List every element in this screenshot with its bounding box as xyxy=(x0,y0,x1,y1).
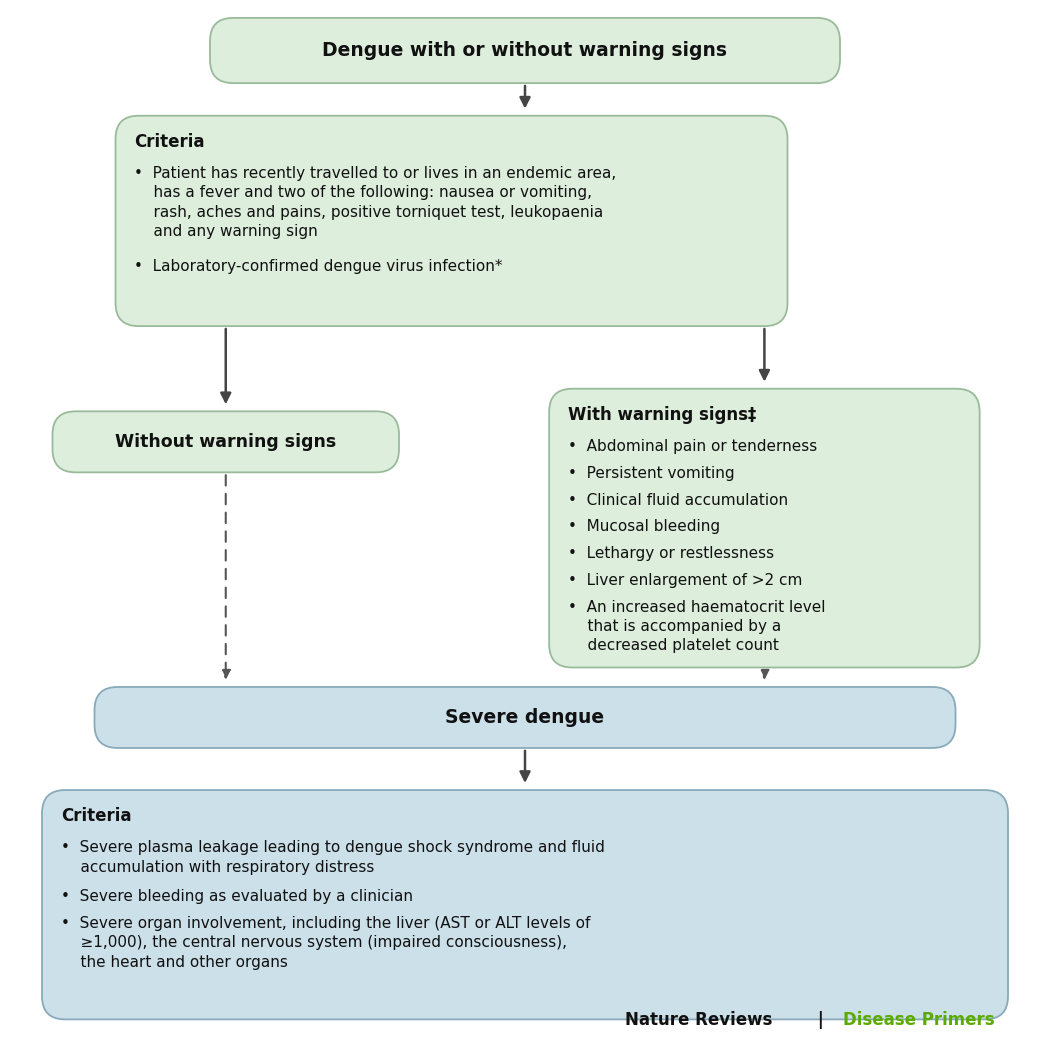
Text: Dengue with or without warning signs: Dengue with or without warning signs xyxy=(322,41,728,60)
FancyBboxPatch shape xyxy=(52,411,399,472)
Text: •  Severe bleeding as evaluated by a clinician: • Severe bleeding as evaluated by a clin… xyxy=(61,889,413,905)
Text: Nature Reviews: Nature Reviews xyxy=(625,1011,772,1029)
Text: •  Clinical fluid accumulation: • Clinical fluid accumulation xyxy=(568,492,789,508)
Text: •  Abdominal pain or tenderness: • Abdominal pain or tenderness xyxy=(568,439,817,454)
FancyBboxPatch shape xyxy=(42,790,1008,1019)
Text: •  Lethargy or restlessness: • Lethargy or restlessness xyxy=(568,546,774,561)
Text: •  Persistent vomiting: • Persistent vomiting xyxy=(568,466,735,481)
Text: •  Laboratory-confirmed dengue virus infection*: • Laboratory-confirmed dengue virus infe… xyxy=(134,260,503,275)
Text: Criteria: Criteria xyxy=(61,807,131,825)
Text: Criteria: Criteria xyxy=(134,133,205,150)
Text: Severe dengue: Severe dengue xyxy=(445,708,605,727)
FancyBboxPatch shape xyxy=(94,687,956,748)
Text: Disease Primers: Disease Primers xyxy=(843,1011,994,1029)
FancyBboxPatch shape xyxy=(210,18,840,83)
Text: •  Liver enlargement of >2 cm: • Liver enlargement of >2 cm xyxy=(568,573,802,588)
Text: •  An increased haematocrit level
    that is accompanied by a
    decreased pla: • An increased haematocrit level that is… xyxy=(568,600,825,653)
Text: •  Severe organ involvement, including the liver (AST or ALT levels of
    ≥1,00: • Severe organ involvement, including th… xyxy=(61,916,590,970)
Text: •  Mucosal bleeding: • Mucosal bleeding xyxy=(568,520,720,534)
FancyBboxPatch shape xyxy=(549,388,980,668)
Text: Without warning signs: Without warning signs xyxy=(116,432,336,451)
Text: •  Severe plasma leakage leading to dengue shock syndrome and fluid
    accumula: • Severe plasma leakage leading to dengu… xyxy=(61,841,605,874)
Text: With warning signs‡: With warning signs‡ xyxy=(568,405,756,424)
Text: |: | xyxy=(812,1011,830,1029)
Text: •  Patient has recently travelled to or lives in an endemic area,
    has a feve: • Patient has recently travelled to or l… xyxy=(134,166,616,239)
FancyBboxPatch shape xyxy=(116,116,788,326)
